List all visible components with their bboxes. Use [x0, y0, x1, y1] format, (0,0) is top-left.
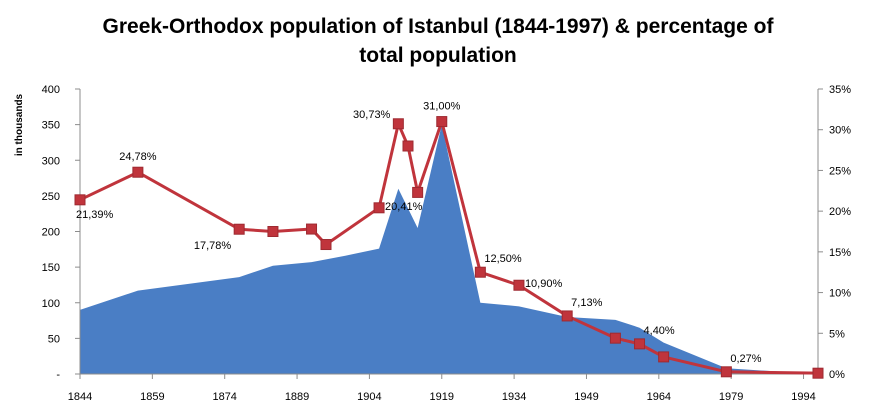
percentage-data-label: 31,00%	[423, 101, 461, 113]
y-axis-left-title: in thousands	[14, 93, 25, 156]
y-tick-label-right: 20%	[829, 206, 851, 218]
x-tick-label: 1979	[719, 391, 743, 403]
percentage-data-label: 7,13%	[571, 297, 602, 309]
y-tick-label-left: 400	[42, 84, 60, 96]
percentage-marker	[561, 310, 573, 322]
percentage-marker	[412, 186, 424, 198]
x-tick-label: 1889	[285, 391, 309, 403]
percentage-marker	[233, 223, 245, 235]
y-tick-label-right: 0%	[829, 369, 845, 381]
percentage-marker	[720, 366, 732, 378]
percentage-marker	[812, 367, 824, 379]
x-tick-label: 1844	[68, 391, 92, 403]
y-tick-label-left: 350	[42, 120, 60, 132]
percentage-marker	[306, 223, 318, 235]
percentage-marker	[132, 166, 144, 178]
percentage-data-label: 17,78%	[194, 240, 232, 252]
percentage-data-label: 24,78%	[119, 151, 157, 163]
percentage-marker	[392, 118, 404, 130]
percentage-marker	[436, 116, 448, 128]
data-label-group: 21,39% 24,78% 17,78% 30,73% 20,41% 31,00% 12,5…	[76, 101, 762, 365]
percentage-marker	[373, 202, 385, 214]
chart-title-line-1: Greek-Orthodox population of Istanbul (1…	[103, 15, 775, 38]
percentage-marker	[267, 226, 279, 237]
axes-group: - 50 100 150 200 250 300 350 400 0% 5% 10% 15% 20% 25%…	[42, 84, 852, 403]
percentage-data-label: 21,39%	[76, 209, 114, 221]
population-area	[80, 124, 818, 374]
y-tick-label-left: -	[56, 369, 60, 381]
x-tick-label: 1934	[502, 391, 526, 403]
area-series-group	[80, 124, 818, 374]
percentage-data-label: 30,73%	[353, 109, 391, 121]
y-tick-label-left: 50	[48, 333, 60, 345]
y-tick-label-right: 35%	[829, 84, 851, 96]
x-tick-label: 1964	[647, 391, 671, 403]
y-tick-label-left: 150	[42, 262, 60, 274]
percentage-data-label: 20,41%	[385, 201, 423, 213]
y-tick-label-right: 25%	[829, 165, 851, 177]
percentage-marker	[513, 279, 525, 291]
x-tick-label: 1859	[140, 391, 164, 403]
x-tick-label: 1994	[791, 391, 815, 403]
y-tick-label-right: 30%	[829, 125, 851, 137]
percentage-marker	[74, 194, 86, 206]
percentage-data-label: 0,27%	[730, 353, 761, 365]
percentage-marker	[609, 332, 621, 344]
y-tick-label-left: 100	[42, 298, 60, 310]
marker-group	[74, 116, 824, 379]
percentage-data-label: 4,40%	[644, 325, 675, 337]
chart-title-line-2: total population	[359, 44, 516, 67]
y-tick-label-left: 250	[42, 191, 60, 203]
percentage-marker	[658, 351, 670, 363]
percentage-marker	[402, 140, 414, 152]
percentage-marker	[634, 338, 646, 350]
percentage-marker	[474, 266, 486, 278]
x-tick-label: 1874	[212, 391, 236, 403]
x-tick-label: 1949	[574, 391, 598, 403]
y-tick-label-right: 5%	[829, 328, 845, 340]
percentage-data-label: 10,90%	[525, 278, 563, 290]
y-tick-label-left: 200	[42, 227, 60, 239]
x-tick-label: 1919	[430, 391, 454, 403]
percentage-data-label: 12,50%	[484, 253, 522, 265]
percentage-marker	[320, 239, 332, 251]
y-tick-label-right: 15%	[829, 247, 851, 259]
x-tick-label: 1904	[357, 391, 381, 403]
y-tick-label-right: 10%	[829, 288, 851, 300]
y-tick-label-left: 300	[42, 155, 60, 167]
